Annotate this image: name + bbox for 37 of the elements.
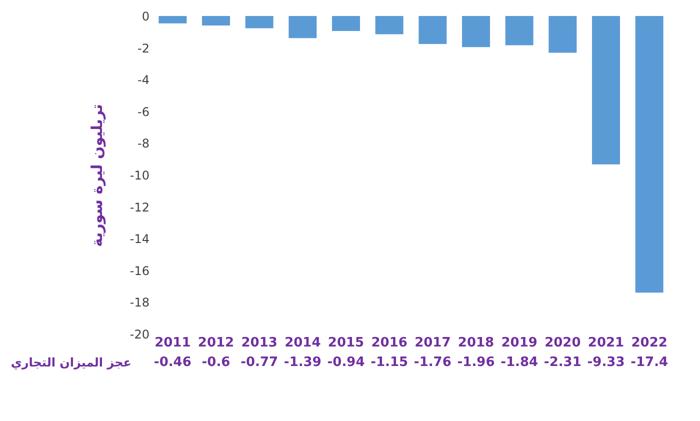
- x-tick-label: 2016: [371, 336, 408, 350]
- data-label: -1.15: [370, 355, 408, 370]
- data-label: -1.96: [457, 355, 495, 370]
- data-label: -0.77: [240, 355, 278, 370]
- x-tick-label: 2011: [154, 336, 191, 350]
- data-label: -9.33: [587, 355, 625, 370]
- y-tick-label: -8: [138, 136, 150, 151]
- x-tick-label: 2015: [328, 336, 364, 350]
- x-tick-label: 2021: [588, 336, 624, 350]
- y-tick-label: -18: [130, 296, 150, 310]
- data-label: -0.46: [154, 355, 192, 370]
- x-tick-label: 2022: [631, 336, 668, 350]
- y-tick-label: -14: [130, 232, 150, 246]
- y-axis-title: تريليون ليرة سورية: [88, 104, 106, 247]
- x-tick-label: 2020: [544, 336, 581, 350]
- data-label: -1.76: [414, 355, 452, 370]
- y-tick-label: -16: [130, 264, 150, 278]
- x-tick-label: 2017: [414, 336, 451, 350]
- x-tick-label: 2018: [458, 336, 494, 350]
- data-label: -17.4: [630, 355, 668, 370]
- data-label: -0.6: [202, 355, 230, 370]
- x-tick-label: 2014: [284, 336, 321, 350]
- x-tick-label: 2013: [241, 336, 278, 350]
- y-tick-label: 0: [142, 10, 150, 24]
- y-tick-label: -6: [138, 104, 150, 119]
- x-tick-label: 2019: [501, 336, 538, 350]
- y-tick-label: -20: [130, 328, 150, 342]
- data-label: -2.31: [544, 355, 582, 370]
- y-tick-label: -12: [130, 200, 150, 214]
- data-label: -1.39: [284, 355, 322, 370]
- text: عجز الميزان التجاري: [10, 356, 132, 370]
- data-label: -1.84: [500, 355, 538, 370]
- data-label: -0.94: [327, 355, 365, 370]
- x-tick-label: 2012: [198, 336, 234, 350]
- y-tick-label: -4: [138, 73, 150, 88]
- y-tick-label: -10: [130, 168, 150, 182]
- y-tick-label: -2: [138, 41, 150, 56]
